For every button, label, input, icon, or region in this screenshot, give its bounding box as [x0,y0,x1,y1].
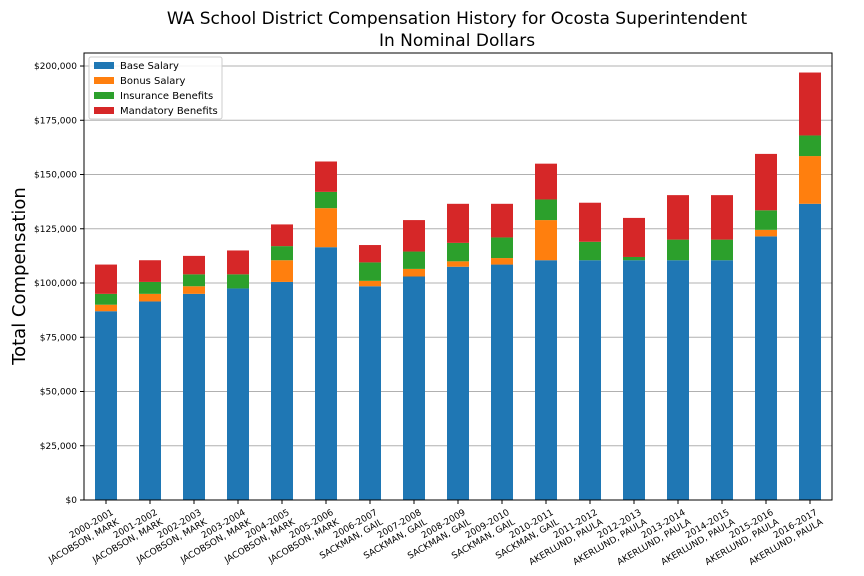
bars [95,72,821,500]
bar-segment-mandatory-benefits [711,195,733,240]
bar-segment-insurance-benefits [755,210,777,230]
legend-swatch [94,77,114,84]
bar-segment-insurance-benefits [271,246,293,261]
bar-segment-insurance-benefits [623,256,645,261]
bar-segment-insurance-benefits [139,281,161,294]
bar-segment-base-salary [755,236,777,500]
bar-segment-insurance-benefits [491,237,513,259]
bar-segment-insurance-benefits [359,262,381,281]
bar-segment-base-salary [447,266,469,500]
bar-segment-base-salary [623,260,645,500]
bar-segment-base-salary [271,281,293,500]
bar-segment-bonus-salary [95,304,117,312]
bar-segment-mandatory-benefits [579,202,601,242]
bar-segment-mandatory-benefits [359,245,381,263]
bar-segment-mandatory-benefits [535,163,557,200]
chart-title: WA School District Compensation History … [167,9,748,29]
bar-segment-bonus-salary [315,208,337,248]
y-tick-label: $75,000 [40,333,77,343]
bar-segment-insurance-benefits [183,274,205,287]
bar-segment-mandatory-benefits [227,250,249,275]
y-axis-ticks: $0 $25,000 $50,000 $75,000 $100,000 $125,000 $… [34,62,84,506]
bar-segment-base-salary [95,311,117,500]
bar-segment-insurance-benefits [579,241,601,261]
legend-entry: Bonus Salary [120,76,186,87]
y-axis-label: Total Compensation [9,187,30,366]
bar-segment-base-salary [579,260,601,500]
legend-swatch [94,62,114,69]
y-tick-label: $25,000 [40,442,77,452]
bar-segment-base-salary [711,260,733,500]
bar-segment-insurance-benefits [447,242,469,262]
bar-segment-base-salary [315,247,337,500]
bar-segment-base-salary [139,301,161,500]
legend-entry: Insurance Benefits [120,91,213,102]
bar-segment-mandatory-benefits [667,195,689,240]
bar-segment-bonus-salary [799,156,821,204]
bar-segment-mandatory-benefits [491,203,513,238]
bar-segment-base-salary [667,260,689,500]
bar-segment-bonus-salary [447,261,469,267]
bar-segment-insurance-benefits [667,239,689,261]
legend-swatch [94,107,114,114]
y-tick-label: $150,000 [34,171,77,181]
bar-segment-mandatory-benefits [95,264,117,294]
bar-segment-bonus-salary [403,268,425,277]
chart-subtitle: In Nominal Dollars [379,31,535,51]
bar-segment-bonus-salary [535,220,557,261]
bar-segment-mandatory-benefits [271,224,293,247]
y-tick-label: $200,000 [34,62,77,72]
bar-segment-mandatory-benefits [139,260,161,282]
y-tick-label: $0 [66,496,78,506]
bar-segment-mandatory-benefits [403,220,425,252]
y-tick-label: $100,000 [34,279,77,289]
bar-segment-mandatory-benefits [315,161,337,192]
bar-segment-bonus-salary [271,260,293,282]
bar-segment-mandatory-benefits [799,72,821,136]
bar-segment-mandatory-benefits [447,203,469,243]
legend-box [88,56,223,120]
bar-segment-insurance-benefits [711,239,733,261]
bar-segment-bonus-salary [139,293,161,302]
bar-segment-base-salary [535,260,557,500]
bar-segment-bonus-salary [183,286,205,294]
bar-segment-mandatory-benefits [755,153,777,211]
bar-segment-insurance-benefits [227,274,249,289]
bar-segment-insurance-benefits [799,135,821,157]
bar-segment-insurance-benefits [403,251,425,269]
bar-segment-base-salary [227,288,249,500]
bar-segment-insurance-benefits [95,293,117,305]
bar-segment-bonus-salary [491,258,513,265]
bar-segment-base-salary [359,286,381,500]
legend-entry: Base Salary [120,61,179,72]
bar-segment-base-salary [491,264,513,500]
bar-segment-base-salary [403,276,425,500]
y-tick-label: $50,000 [40,388,77,398]
legend: Base Salary Bonus Salary Insurance Benefit… [88,56,223,120]
bar-segment-bonus-salary [755,229,777,237]
y-tick-label: $125,000 [34,225,77,235]
bar-segment-mandatory-benefits [623,217,645,257]
bar-segment-insurance-benefits [315,191,337,209]
legend-swatch [94,92,114,99]
bar-segment-base-salary [183,293,205,500]
bar-segment-mandatory-benefits [183,255,205,275]
bar-segment-insurance-benefits [535,199,557,221]
bar-segment-base-salary [799,203,821,500]
y-tick-label: $175,000 [34,116,77,126]
bar-segment-bonus-salary [359,280,381,287]
legend-entry: Mandatory Benefits [120,106,218,117]
